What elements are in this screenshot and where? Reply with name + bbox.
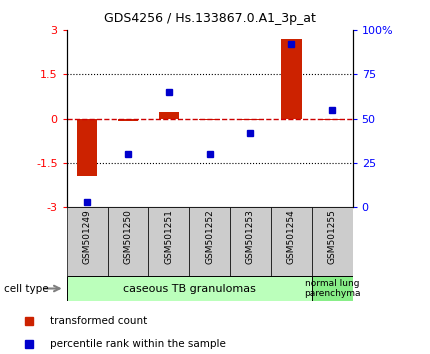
Bar bbox=[189, 207, 230, 276]
Bar bbox=[230, 207, 271, 276]
Text: GDS4256 / Hs.133867.0.A1_3p_at: GDS4256 / Hs.133867.0.A1_3p_at bbox=[104, 12, 316, 25]
Text: GSM501252: GSM501252 bbox=[205, 209, 214, 264]
Text: caseous TB granulomas: caseous TB granulomas bbox=[123, 284, 256, 293]
Text: transformed count: transformed count bbox=[50, 316, 147, 326]
Bar bbox=[148, 207, 189, 276]
Bar bbox=[240, 119, 261, 120]
Bar bbox=[281, 39, 301, 119]
Bar bbox=[322, 119, 342, 120]
Text: GSM501253: GSM501253 bbox=[246, 209, 255, 264]
Bar bbox=[271, 207, 312, 276]
Text: GSM501254: GSM501254 bbox=[287, 209, 296, 264]
Bar bbox=[67, 276, 312, 301]
Text: normal lung
parenchyma: normal lung parenchyma bbox=[304, 279, 360, 298]
Bar bbox=[118, 119, 138, 121]
Bar bbox=[312, 207, 353, 276]
Text: GSM501250: GSM501250 bbox=[123, 209, 132, 264]
Bar bbox=[200, 119, 220, 120]
Bar bbox=[77, 119, 97, 176]
Text: GSM501251: GSM501251 bbox=[164, 209, 173, 264]
Bar bbox=[312, 276, 353, 301]
Text: GSM501255: GSM501255 bbox=[328, 209, 337, 264]
Text: GSM501249: GSM501249 bbox=[83, 209, 92, 264]
Bar bbox=[67, 207, 108, 276]
Bar bbox=[159, 112, 179, 119]
Text: cell type: cell type bbox=[4, 284, 49, 293]
Text: percentile rank within the sample: percentile rank within the sample bbox=[50, 339, 226, 349]
Bar bbox=[108, 207, 148, 276]
